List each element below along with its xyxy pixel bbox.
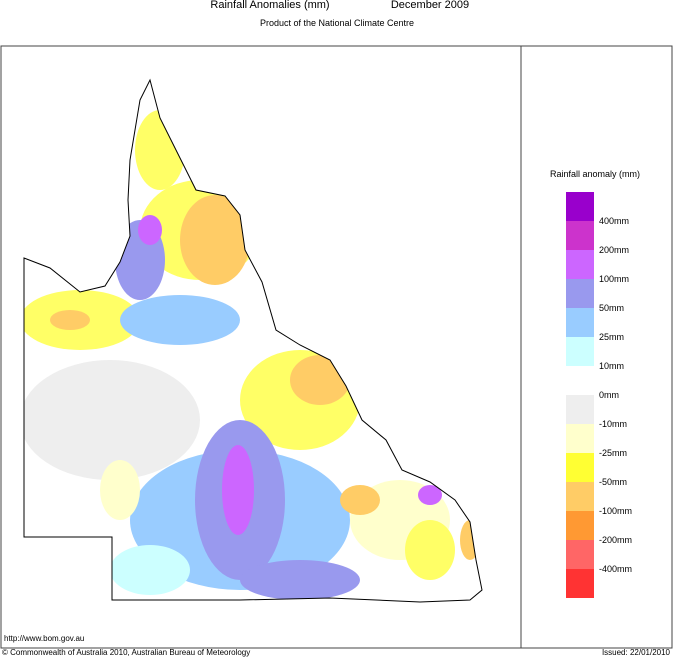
legend-label: -100mm <box>599 506 632 516</box>
legend-label: -400mm <box>599 564 632 574</box>
legend-swatch <box>566 337 594 366</box>
legend-label: -10mm <box>599 419 627 429</box>
legend-swatch <box>566 569 594 598</box>
legend-label: 10mm <box>599 361 624 371</box>
legend-swatch <box>566 192 594 221</box>
period: December 2009 <box>391 0 469 11</box>
legend-swatch <box>566 540 594 569</box>
legend-swatch <box>566 366 594 395</box>
legend-label: -200mm <box>599 535 632 545</box>
legend-swatch <box>566 221 594 250</box>
legend-swatch <box>566 395 594 424</box>
copyright: © Commonwealth of Australia 2010, Austra… <box>2 648 250 657</box>
map-frame <box>0 45 673 649</box>
anomaly-map <box>24 80 482 602</box>
legend-label: 25mm <box>599 332 624 342</box>
legend-label: 200mm <box>599 245 629 255</box>
legend-label: 100mm <box>599 274 629 284</box>
legend-label: 400mm <box>599 216 629 226</box>
issued: Issued: 22/01/2010 <box>602 648 671 657</box>
legend-label: 50mm <box>599 303 624 313</box>
legend-swatch <box>566 308 594 337</box>
legend-label: -25mm <box>599 448 627 458</box>
legend-label: -50mm <box>599 477 627 487</box>
legend-swatch <box>566 424 594 453</box>
title: Rainfall Anomalies (mm) <box>210 0 329 11</box>
legend-swatch <box>566 482 594 511</box>
footer-url: http://www.bom.gov.au <box>4 634 84 643</box>
legend-title: Rainfall anomaly (mm) <box>550 169 640 179</box>
legend-swatch <box>566 453 594 482</box>
subtitle: Product of the National Climate Centre <box>260 18 414 28</box>
legend-swatch <box>566 511 594 540</box>
legend-swatch <box>566 279 594 308</box>
legend: 400mm 200mm 100mm 50mm 25mm 10mm 0mm -10mm -25mm… <box>566 192 632 598</box>
legend-swatch <box>566 250 594 279</box>
legend-label: 0mm <box>599 390 619 400</box>
